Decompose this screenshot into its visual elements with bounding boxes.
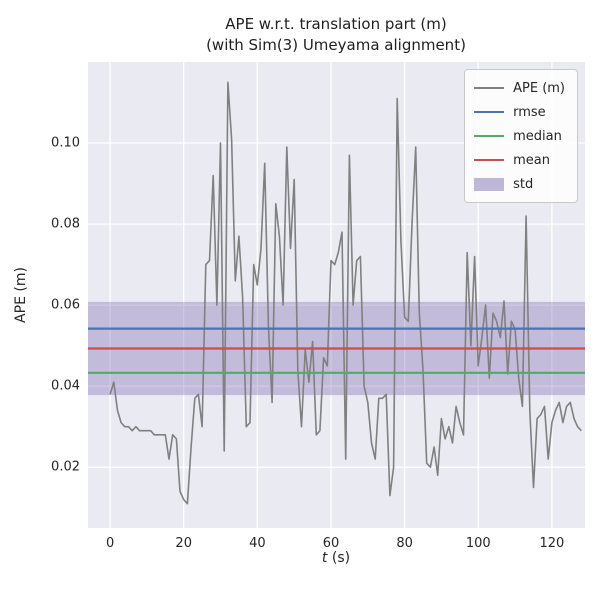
ape-line	[109, 81, 582, 505]
chart-title-line2: (with Sim(3) Umeyama alignment)	[206, 35, 466, 54]
legend-label-median: median	[513, 128, 562, 144]
legend-item-ape-m: APE (m)	[474, 76, 565, 100]
x-axis-label: t (s)	[322, 550, 350, 566]
x-tick-label: 40	[249, 536, 266, 551]
x-tick-label: 20	[175, 536, 192, 551]
y-tick-label: 0.02	[51, 459, 80, 475]
x-tick-label: 100	[465, 536, 491, 551]
legend: APE (m) rmse median mean std	[464, 69, 578, 203]
x-tick-label: 120	[539, 536, 565, 551]
legend-label-rmse: rmse	[513, 104, 546, 120]
legend-item-mean: mean	[474, 148, 565, 172]
legend-label-ape-m: APE (m)	[513, 80, 565, 96]
legend-swatch-median	[474, 134, 505, 138]
x-tick-label: 60	[322, 536, 340, 551]
chart-title-line1: APE w.r.t. translation part (m)	[225, 15, 447, 33]
legend-swatch-std	[474, 177, 505, 191]
x-axis-label-var: t	[321, 550, 328, 566]
y-tick-label: 0.08	[51, 216, 80, 232]
y-tick-label: 0.06	[51, 297, 80, 313]
x-tick-label: 0	[105, 536, 115, 551]
x-axis-label-unit: (s)	[327, 550, 351, 566]
legend-swatch-rmse	[474, 110, 505, 114]
chart-title: APE w.r.t. translation part (m) (with Si…	[206, 14, 466, 55]
legend-item-rmse: rmse	[474, 100, 565, 124]
y-tick-label: 0.10	[51, 135, 80, 151]
legend-label-mean: mean	[513, 152, 550, 168]
legend-item-median: median	[474, 124, 565, 148]
y-tick-label: 0.04	[51, 378, 80, 394]
legend-swatch-mean	[474, 158, 505, 162]
legend-item-std: std	[474, 172, 565, 196]
plot-area: APE (m) rmse median mean std	[88, 62, 585, 528]
legend-swatch-ape-m	[474, 86, 505, 90]
plot-canvas	[88, 62, 585, 528]
legend-label-std: std	[513, 176, 534, 192]
x-tick-label: 80	[396, 536, 413, 551]
y-axis-label: APE (m)	[13, 267, 29, 323]
